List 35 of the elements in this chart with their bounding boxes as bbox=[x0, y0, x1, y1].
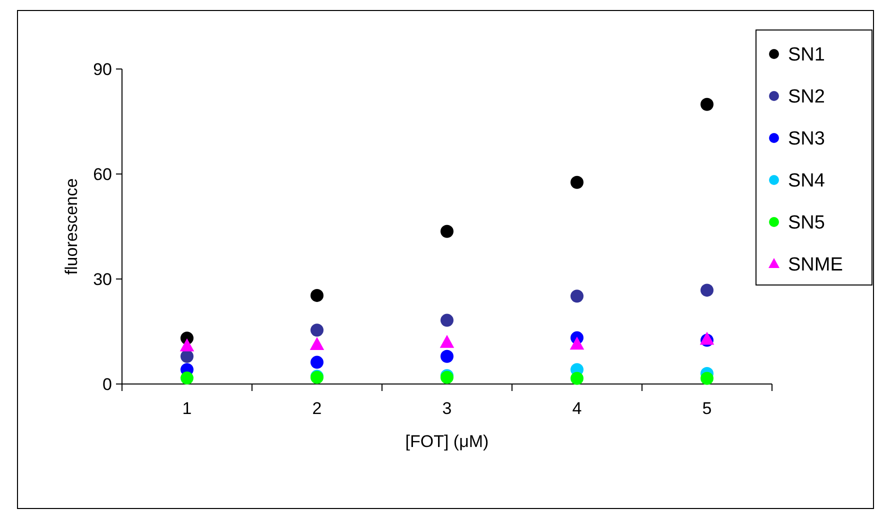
x-tick-label: 2 bbox=[312, 399, 322, 418]
point bbox=[180, 338, 194, 352]
legend-label: SNME bbox=[788, 254, 843, 276]
x-tick-label: 4 bbox=[572, 399, 582, 418]
legend-label: SN3 bbox=[788, 128, 825, 150]
point bbox=[570, 336, 584, 350]
x-tick-label: 3 bbox=[442, 399, 452, 418]
x-axis-title: [FOT] (μM) bbox=[405, 432, 489, 451]
point bbox=[440, 350, 454, 363]
y-tick-label: 90 bbox=[93, 60, 112, 79]
point bbox=[440, 314, 454, 327]
point bbox=[180, 372, 194, 385]
x-tick-label: 1 bbox=[182, 399, 192, 418]
point bbox=[310, 356, 324, 369]
point bbox=[310, 288, 324, 302]
point bbox=[570, 176, 584, 189]
point bbox=[310, 324, 324, 337]
point bbox=[700, 284, 714, 297]
point bbox=[310, 337, 324, 350]
legend-label: SN1 bbox=[788, 44, 825, 66]
legend-label: SN4 bbox=[788, 170, 826, 192]
point bbox=[570, 372, 584, 385]
point bbox=[440, 334, 454, 348]
legend-label: SN5 bbox=[788, 212, 825, 234]
point bbox=[700, 98, 714, 111]
y-tick-label: 0 bbox=[102, 374, 112, 394]
legend-label: SN2 bbox=[788, 86, 825, 108]
x-tick-label: 5 bbox=[702, 399, 712, 418]
point bbox=[180, 350, 194, 363]
y-tick-label: 60 bbox=[93, 164, 112, 184]
point bbox=[570, 290, 584, 303]
point bbox=[700, 372, 714, 385]
point bbox=[440, 224, 454, 238]
y-axis-title: fluorescence bbox=[62, 178, 81, 275]
y-tick-label: 30 bbox=[93, 270, 112, 289]
